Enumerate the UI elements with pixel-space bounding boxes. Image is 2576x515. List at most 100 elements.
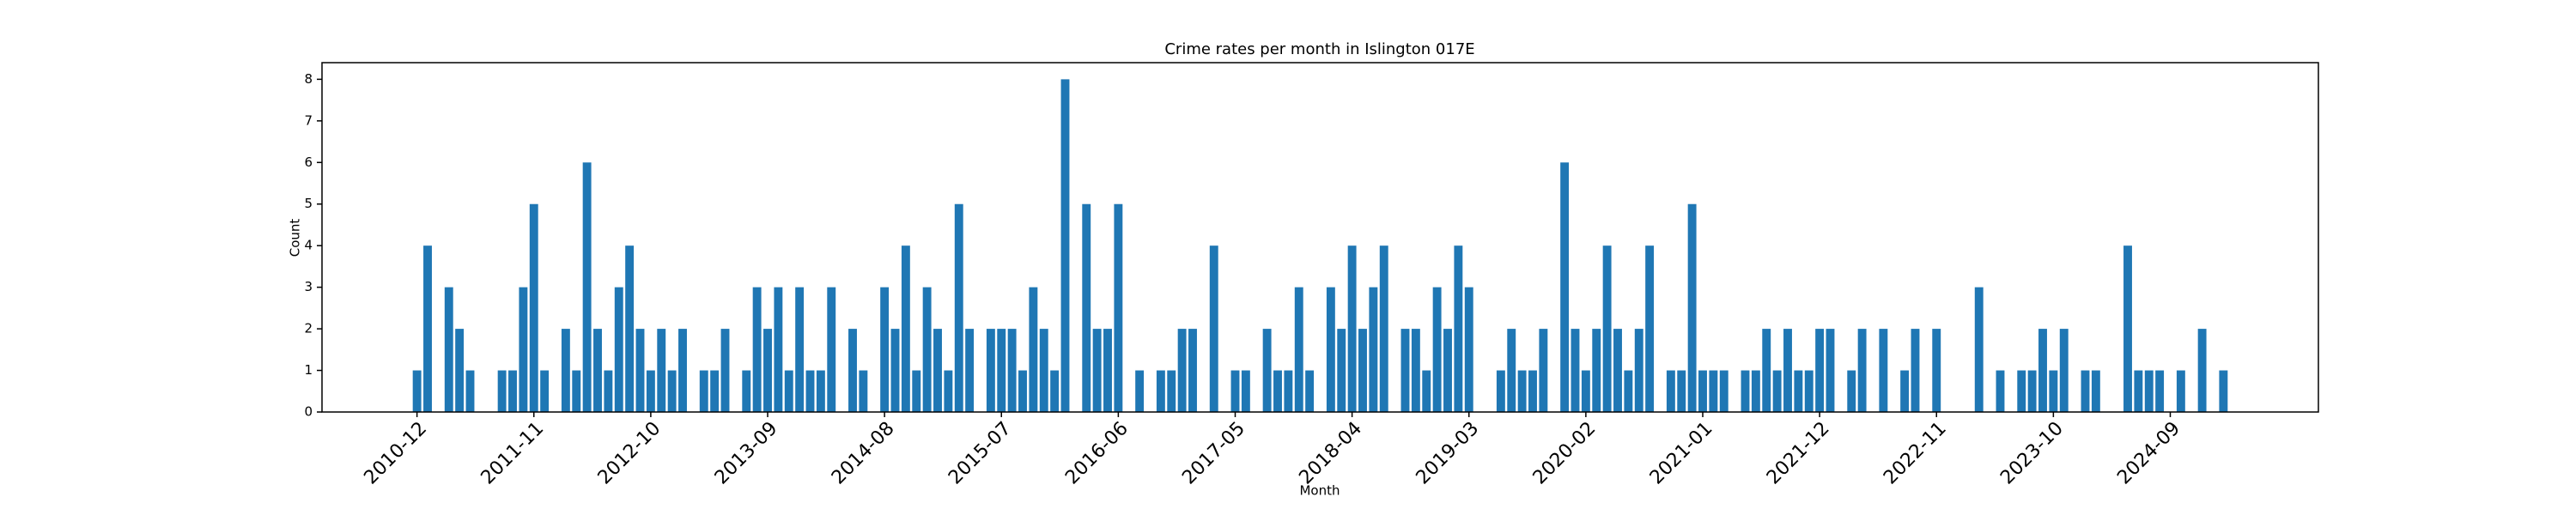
bar xyxy=(2123,245,2132,412)
x-tick-label: 2015-07 xyxy=(945,418,1016,489)
bar xyxy=(1039,329,1048,412)
bar xyxy=(1029,287,1038,412)
bar xyxy=(1826,329,1835,412)
bar xyxy=(710,370,720,412)
bar xyxy=(859,370,868,412)
bar xyxy=(1634,329,1643,412)
bar xyxy=(1560,162,1570,413)
bar xyxy=(423,245,432,412)
bar xyxy=(657,329,666,412)
bar xyxy=(1496,370,1505,412)
bar xyxy=(965,329,975,412)
x-tick-label: 2010-12 xyxy=(360,418,431,489)
bar xyxy=(1060,79,1070,412)
bar xyxy=(720,329,730,412)
x-tick-label: 2013-09 xyxy=(711,418,782,489)
bar xyxy=(1443,329,1452,412)
bar xyxy=(412,370,422,412)
bar xyxy=(827,287,836,412)
y-tick-label: 7 xyxy=(304,112,313,128)
bar xyxy=(1400,329,1410,412)
bar xyxy=(1624,370,1633,412)
chart-title: Crime rates per month in Islington 017E xyxy=(1164,40,1474,58)
x-tick-label: 2021-12 xyxy=(1763,418,1834,489)
bar xyxy=(1347,245,1357,412)
bar xyxy=(1432,287,1442,412)
bar xyxy=(912,370,921,412)
bar xyxy=(1677,370,1686,412)
bar xyxy=(1602,245,1612,412)
bar xyxy=(1369,287,1378,412)
bar xyxy=(1783,329,1792,412)
bar xyxy=(2049,370,2058,412)
bar xyxy=(2134,370,2143,412)
x-tick-label: 2014-08 xyxy=(828,418,899,489)
bar xyxy=(1698,370,1707,412)
bar xyxy=(572,370,581,412)
bar xyxy=(1305,370,1315,412)
bar xyxy=(1804,370,1814,412)
bar xyxy=(848,329,857,412)
bar xyxy=(1741,370,1750,412)
x-tick-label: 2018-04 xyxy=(1295,418,1366,489)
bar xyxy=(614,287,623,412)
x-tick-label: 2017-05 xyxy=(1178,418,1249,489)
bar xyxy=(795,287,805,412)
x-tick-label: 2019-03 xyxy=(1413,418,1484,489)
y-tick-label: 2 xyxy=(304,321,313,336)
bar xyxy=(678,329,687,412)
bar xyxy=(986,329,995,412)
bar xyxy=(1847,370,1856,412)
bar xyxy=(561,329,570,412)
x-tick-label: 2012-10 xyxy=(594,418,665,489)
bar xyxy=(1156,370,1165,412)
bar xyxy=(519,287,528,412)
bar xyxy=(529,203,538,412)
bar xyxy=(1517,370,1527,412)
bar xyxy=(2059,329,2069,412)
bar xyxy=(1092,329,1102,412)
x-tick-label: 2020-02 xyxy=(1529,418,1601,489)
bar xyxy=(742,370,751,412)
bar xyxy=(1230,370,1240,412)
bar xyxy=(784,370,793,412)
bar xyxy=(1284,370,1293,412)
bar xyxy=(1719,370,1728,412)
bar xyxy=(816,370,825,412)
bar xyxy=(1262,329,1272,412)
bar xyxy=(1050,370,1060,412)
bar xyxy=(1645,245,1655,412)
bar xyxy=(1422,370,1431,412)
bar xyxy=(646,370,655,412)
x-tick-label: 2024-09 xyxy=(2113,418,2184,489)
bar xyxy=(2081,370,2090,412)
bar xyxy=(625,245,635,412)
bar xyxy=(1857,329,1867,412)
bar xyxy=(1666,370,1675,412)
bar xyxy=(1411,329,1420,412)
bar xyxy=(1762,329,1771,412)
y-axis-label: Count xyxy=(288,219,303,258)
bar xyxy=(954,203,963,412)
bar xyxy=(508,370,517,412)
bar xyxy=(1613,329,1622,412)
bar xyxy=(774,287,783,412)
bar xyxy=(1114,203,1123,412)
y-tick-label: 0 xyxy=(304,404,313,420)
bar xyxy=(2144,370,2154,412)
bar xyxy=(1326,287,1335,412)
bar xyxy=(444,287,453,412)
bar xyxy=(2155,370,2165,412)
bar xyxy=(933,329,942,412)
y-tick-label: 8 xyxy=(304,71,313,87)
y-tick-label: 3 xyxy=(304,279,313,294)
bar xyxy=(1188,329,1197,412)
bar xyxy=(901,245,910,412)
bar xyxy=(1581,370,1590,412)
bar xyxy=(1911,329,1920,412)
bar xyxy=(1879,329,1888,412)
bar xyxy=(1996,370,2005,412)
bar xyxy=(1294,287,1303,412)
y-tick-label: 4 xyxy=(304,238,313,253)
x-tick-label: 2011-11 xyxy=(477,418,549,489)
